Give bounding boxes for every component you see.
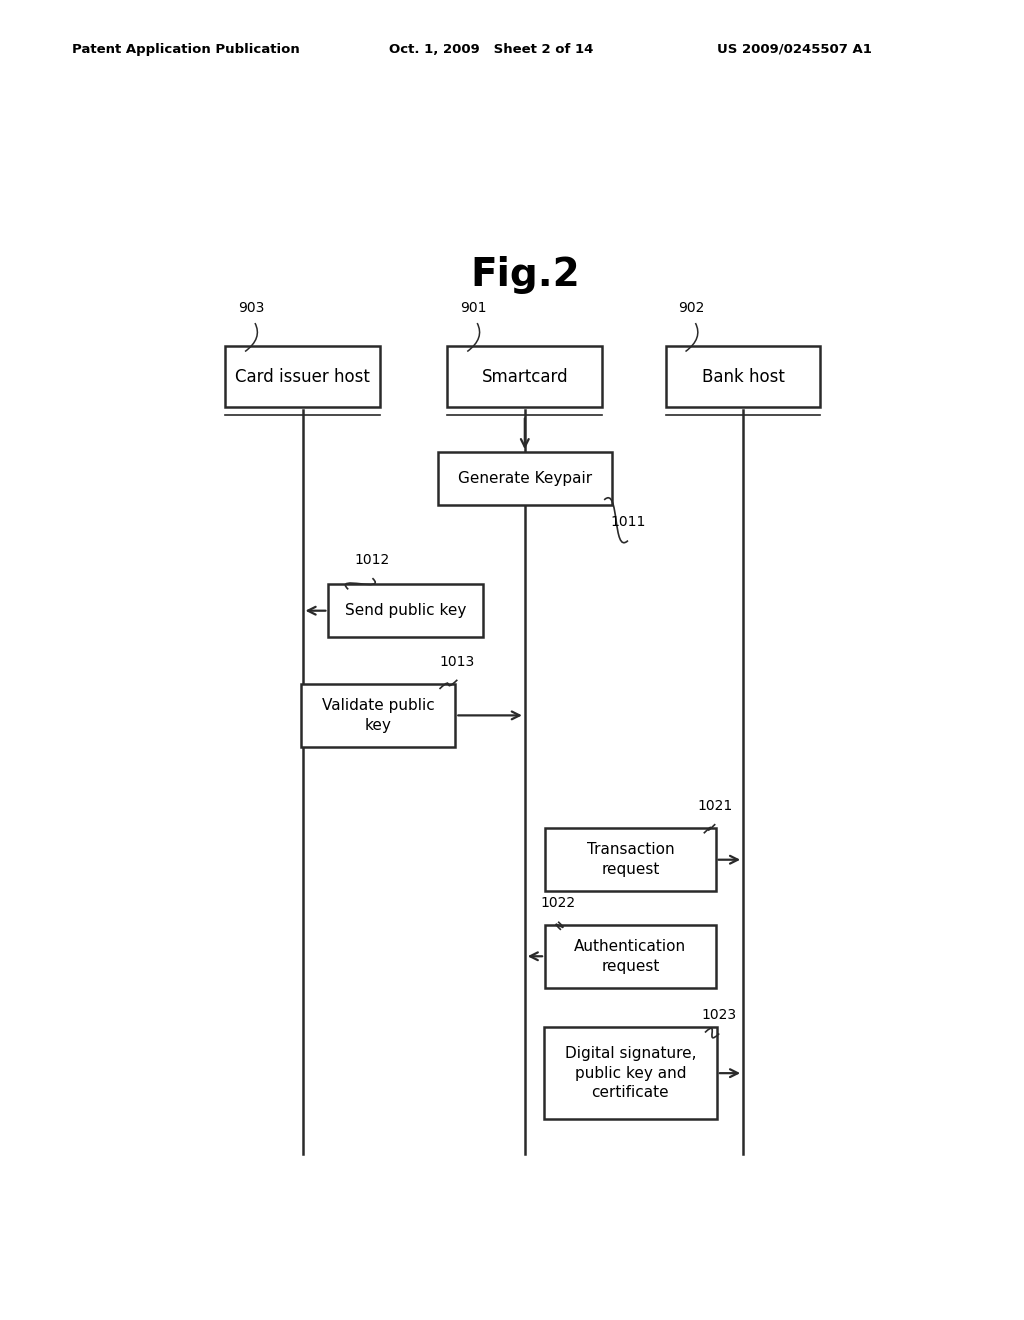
Text: Fig.2: Fig.2 — [470, 256, 580, 294]
Bar — [447, 346, 602, 408]
Text: US 2009/0245507 A1: US 2009/0245507 A1 — [717, 42, 871, 55]
Text: Validate public
key: Validate public key — [322, 698, 434, 733]
Bar — [329, 585, 483, 638]
Text: Transaction
request: Transaction request — [587, 842, 674, 876]
Bar — [545, 828, 716, 891]
Text: 902: 902 — [678, 301, 705, 314]
Text: 903: 903 — [238, 301, 264, 314]
Bar — [666, 346, 820, 408]
Text: Generate Keypair: Generate Keypair — [458, 471, 592, 486]
Text: Patent Application Publication: Patent Application Publication — [72, 42, 299, 55]
Text: 1012: 1012 — [354, 553, 390, 566]
Bar — [544, 1027, 717, 1119]
Text: Authentication
request: Authentication request — [574, 939, 686, 974]
Text: Card issuer host: Card issuer host — [236, 368, 370, 385]
Text: Digital signature,
public key and
certificate: Digital signature, public key and certif… — [564, 1045, 696, 1101]
Text: 1021: 1021 — [697, 799, 733, 813]
Bar — [437, 453, 612, 506]
Bar — [545, 925, 716, 987]
Text: 1013: 1013 — [439, 655, 475, 668]
Text: Bank host: Bank host — [701, 368, 784, 385]
Text: 901: 901 — [460, 301, 486, 314]
Text: 1023: 1023 — [701, 1008, 737, 1022]
Text: 1011: 1011 — [610, 515, 646, 529]
Bar — [301, 684, 456, 747]
Text: Smartcard: Smartcard — [481, 368, 568, 385]
Text: 1022: 1022 — [541, 896, 575, 911]
Text: Oct. 1, 2009   Sheet 2 of 14: Oct. 1, 2009 Sheet 2 of 14 — [389, 42, 594, 55]
Bar — [225, 346, 380, 408]
Text: Send public key: Send public key — [345, 603, 467, 618]
